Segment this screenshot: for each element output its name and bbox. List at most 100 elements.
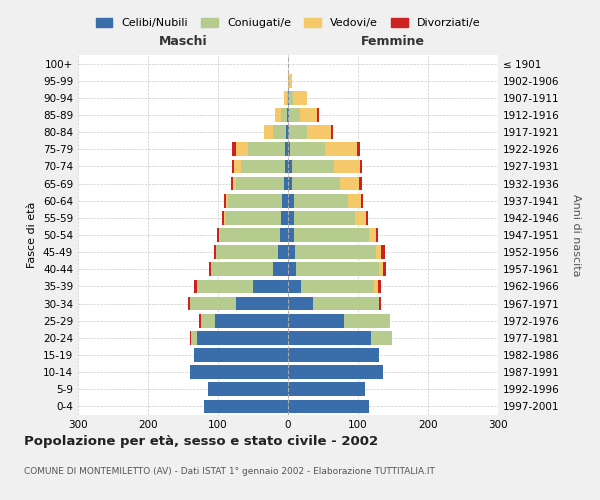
- Bar: [287, 91, 288, 104]
- Bar: [331, 126, 333, 139]
- Bar: [317, 108, 319, 122]
- Bar: [344, 314, 389, 328]
- Bar: [188, 296, 190, 310]
- Bar: [215, 314, 288, 328]
- Bar: [288, 228, 293, 242]
- Bar: [376, 246, 381, 259]
- Bar: [233, 176, 236, 190]
- Bar: [287, 108, 288, 122]
- Bar: [280, 228, 288, 242]
- Bar: [288, 280, 301, 293]
- Bar: [215, 246, 216, 259]
- Bar: [283, 194, 288, 207]
- Bar: [191, 331, 197, 344]
- Bar: [288, 194, 293, 207]
- Bar: [235, 296, 288, 310]
- Bar: [293, 211, 355, 224]
- Text: COMUNE DI MONTEMILETTO (AV) - Dati ISTAT 1° gennaio 2002 - Elaborazione TUTTITAL: COMUNE DI MONTEMILETTO (AV) - Dati ISTAT…: [24, 468, 435, 476]
- Bar: [366, 211, 368, 224]
- Bar: [224, 211, 225, 224]
- Bar: [288, 296, 313, 310]
- Bar: [193, 348, 288, 362]
- Bar: [359, 176, 362, 190]
- Bar: [253, 280, 288, 293]
- Bar: [281, 211, 288, 224]
- Bar: [236, 176, 284, 190]
- Bar: [232, 160, 234, 173]
- Bar: [288, 246, 295, 259]
- Bar: [275, 108, 281, 122]
- Bar: [292, 160, 334, 173]
- Bar: [288, 262, 296, 276]
- Bar: [211, 262, 272, 276]
- Bar: [235, 142, 248, 156]
- Bar: [199, 314, 200, 328]
- Bar: [288, 176, 292, 190]
- Bar: [288, 348, 379, 362]
- Bar: [241, 160, 284, 173]
- Bar: [361, 194, 363, 207]
- Bar: [296, 262, 379, 276]
- Bar: [379, 262, 383, 276]
- Bar: [232, 142, 235, 156]
- Text: Femmine: Femmine: [361, 35, 425, 48]
- Bar: [220, 228, 280, 242]
- Bar: [301, 280, 374, 293]
- Bar: [300, 108, 317, 122]
- Bar: [272, 262, 288, 276]
- Bar: [224, 194, 226, 207]
- Bar: [356, 142, 360, 156]
- Bar: [284, 142, 288, 156]
- Bar: [293, 228, 369, 242]
- Bar: [288, 91, 289, 104]
- Legend: Celibi/Nubili, Coniugati/e, Vedovi/e, Divorziati/e: Celibi/Nubili, Coniugati/e, Vedovi/e, Di…: [91, 13, 485, 32]
- Bar: [263, 126, 274, 139]
- Bar: [293, 91, 307, 104]
- Bar: [190, 366, 288, 379]
- Bar: [288, 400, 368, 413]
- Bar: [217, 228, 218, 242]
- Bar: [381, 246, 385, 259]
- Bar: [313, 296, 379, 310]
- Bar: [288, 331, 371, 344]
- Bar: [209, 262, 211, 276]
- Bar: [284, 176, 288, 190]
- Bar: [288, 142, 290, 156]
- Bar: [281, 108, 287, 122]
- Bar: [383, 262, 386, 276]
- Bar: [273, 126, 286, 139]
- Bar: [288, 314, 344, 328]
- Bar: [293, 194, 348, 207]
- Bar: [284, 160, 288, 173]
- Bar: [340, 176, 359, 190]
- Bar: [288, 108, 289, 122]
- Text: Popolazione per età, sesso e stato civile - 2002: Popolazione per età, sesso e stato civil…: [24, 435, 378, 448]
- Bar: [288, 382, 365, 396]
- Bar: [374, 280, 377, 293]
- Bar: [226, 194, 228, 207]
- Bar: [277, 246, 288, 259]
- Bar: [286, 126, 288, 139]
- Bar: [190, 296, 235, 310]
- Bar: [377, 280, 381, 293]
- Bar: [225, 211, 281, 224]
- Bar: [230, 176, 233, 190]
- Bar: [289, 108, 300, 122]
- Bar: [288, 160, 292, 173]
- Y-axis label: Anni di nascita: Anni di nascita: [571, 194, 581, 276]
- Bar: [288, 74, 292, 88]
- Bar: [369, 228, 376, 242]
- Y-axis label: Fasce di età: Fasce di età: [28, 202, 37, 268]
- Bar: [204, 400, 288, 413]
- Bar: [218, 228, 220, 242]
- Bar: [193, 280, 197, 293]
- Bar: [290, 142, 325, 156]
- Bar: [197, 331, 288, 344]
- Bar: [360, 160, 362, 173]
- Text: Maschi: Maschi: [158, 35, 208, 48]
- Bar: [348, 194, 361, 207]
- Bar: [295, 246, 376, 259]
- Bar: [197, 280, 253, 293]
- Bar: [208, 382, 288, 396]
- Bar: [190, 331, 191, 344]
